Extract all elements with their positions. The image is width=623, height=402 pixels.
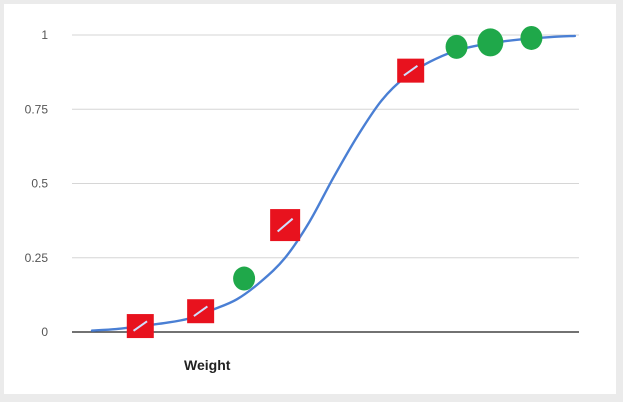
green-marker (233, 266, 256, 291)
x-axis-label: Weight (184, 357, 231, 373)
red-marker-line-segment (276, 217, 294, 233)
y-tick-label: 0.5 (31, 177, 48, 191)
y-tick-label: 0.75 (25, 102, 49, 116)
red-marker-line-segment (193, 305, 208, 317)
chart-svg: 0 0.25 0.5 0.75 1 Weight (25, 25, 579, 373)
green-marker (477, 28, 504, 57)
y-tick-label: 1 (41, 28, 48, 42)
red-marker-line-segment (403, 65, 419, 77)
red-marker-line-segment (132, 320, 148, 332)
green-marker (520, 25, 543, 50)
chart-frame: 0 0.25 0.5 0.75 1 Weight (4, 4, 616, 394)
y-tick-label: 0.25 (25, 251, 49, 265)
green-marker (445, 34, 468, 59)
y-tick-label: 0 (41, 325, 48, 339)
